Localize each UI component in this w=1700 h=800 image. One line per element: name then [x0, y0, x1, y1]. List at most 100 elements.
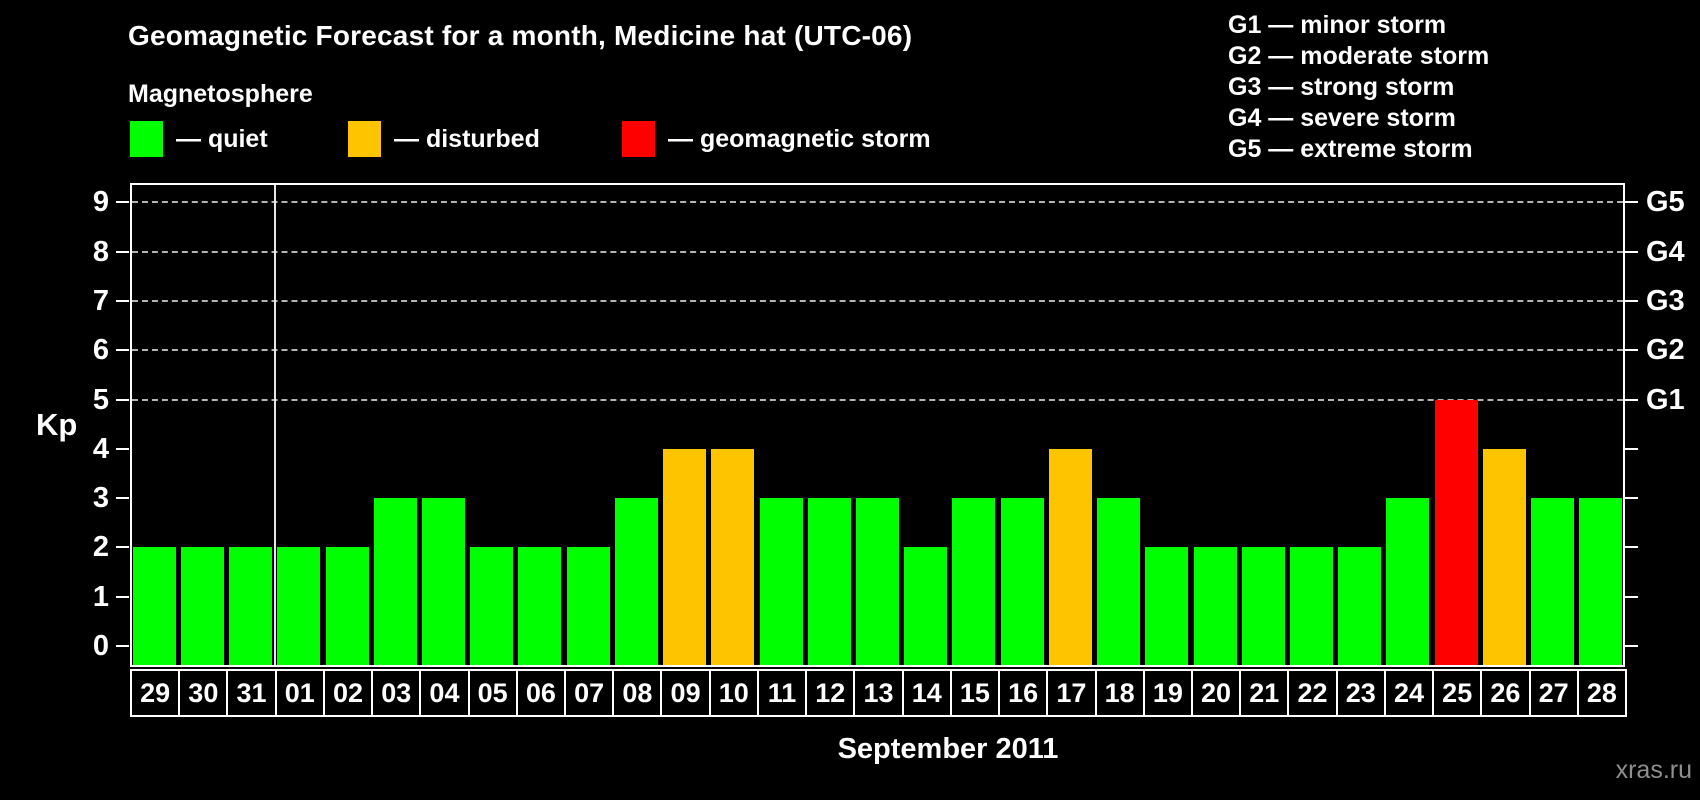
date-cell-24: 24	[1383, 669, 1435, 717]
bar-day-19-kp2	[1145, 547, 1189, 665]
bar-day-03-kp3	[373, 498, 417, 665]
bar-day-26-kp4	[1482, 448, 1526, 665]
y-tick-label-6: 6	[92, 334, 109, 367]
storm-swatch-icon	[622, 121, 655, 157]
y-tick-left-1	[116, 595, 129, 598]
bar-day-17-kp4	[1048, 448, 1092, 665]
bar-day-30-kp2	[180, 547, 224, 665]
month-separator-line	[273, 185, 276, 665]
date-cell-03: 03	[371, 669, 422, 717]
date-cell-13: 13	[853, 669, 904, 717]
y-tick-right-4	[1625, 447, 1638, 450]
y-tick-right-3	[1625, 497, 1638, 500]
date-cell-10: 10	[708, 669, 759, 717]
legend-item-storm: — geomagnetic storm	[622, 120, 931, 158]
y-tick-right-6	[1625, 349, 1638, 352]
magnetosphere-label: Magnetosphere	[128, 80, 313, 108]
y-tick-left-2	[116, 546, 129, 549]
y-tick-right-0	[1625, 645, 1638, 647]
date-cell-04: 04	[419, 669, 470, 717]
bar-day-29-kp2	[132, 547, 176, 665]
date-cell-17: 17	[1046, 669, 1097, 717]
y-tick-right-1	[1625, 595, 1638, 598]
g-legend-g1: G1 — minor storm	[1228, 11, 1447, 39]
y-tick-right-8	[1625, 250, 1638, 253]
legend-item-disturbed: — disturbed	[348, 120, 540, 158]
g-legend-g2: G2 — moderate storm	[1228, 42, 1490, 70]
y-tick-label-2: 2	[92, 531, 109, 564]
y-tick-right-7	[1625, 299, 1638, 302]
bar-day-07-kp2	[566, 547, 610, 665]
date-cell-07: 07	[564, 669, 615, 717]
bar-day-14-kp2	[904, 547, 948, 665]
date-cell-27: 27	[1528, 669, 1579, 717]
g-legend-g4: G4 — severe storm	[1228, 104, 1456, 132]
watermark: xras.ru	[1615, 756, 1692, 784]
g-legend-g5: G5 — extreme storm	[1228, 135, 1473, 163]
date-cell-02: 02	[322, 669, 374, 717]
bar-day-21-kp2	[1241, 547, 1285, 665]
grid-line-kp5	[132, 398, 1623, 401]
date-cell-01: 01	[274, 669, 325, 717]
g-axis-label-G4: G4	[1646, 235, 1685, 268]
date-cell-23: 23	[1335, 669, 1386, 717]
date-cell-22: 22	[1287, 669, 1338, 717]
grid-line-kp7	[132, 299, 1623, 302]
date-cell-28: 28	[1576, 669, 1627, 717]
y-tick-left-5	[116, 398, 129, 401]
date-cell-30: 30	[178, 669, 229, 717]
y-tick-left-9	[116, 201, 129, 204]
bar-day-15-kp3	[952, 498, 996, 665]
y-tick-left-7	[116, 299, 129, 302]
bar-day-13-kp3	[856, 498, 899, 665]
bar-day-31-kp2	[229, 547, 273, 665]
date-cell-26: 26	[1480, 669, 1531, 717]
grid-line-kp6	[132, 349, 1623, 352]
legend-label-storm: — geomagnetic storm	[668, 124, 931, 153]
date-cell-08: 08	[612, 669, 663, 717]
bar-day-04-kp3	[421, 498, 465, 665]
date-cell-15: 15	[949, 669, 1001, 717]
y-tick-label-7: 7	[92, 284, 109, 317]
bar-day-06-kp2	[518, 547, 562, 665]
x-axis-title: September 2011	[837, 733, 1059, 765]
y-tick-label-4: 4	[92, 432, 109, 465]
bar-day-05-kp2	[470, 547, 514, 665]
date-cell-06: 06	[515, 669, 567, 717]
y-tick-right-2	[1625, 546, 1638, 549]
y-tick-left-6	[116, 349, 129, 352]
date-cell-12: 12	[805, 669, 856, 717]
plot-area	[130, 183, 1625, 667]
y-tick-right-5	[1625, 398, 1638, 401]
g-axis-label-G5: G5	[1646, 186, 1685, 219]
y-tick-label-1: 1	[92, 580, 109, 613]
date-cell-25: 25	[1432, 669, 1483, 717]
y-tick-label-3: 3	[92, 482, 109, 515]
bar-day-12-kp3	[807, 498, 851, 665]
grid-line-kp9	[132, 201, 1623, 204]
kp-axis-title: Kp	[36, 407, 78, 442]
date-cell-19: 19	[1142, 669, 1193, 717]
bar-day-25-kp5	[1434, 399, 1478, 665]
bar-day-27-kp3	[1531, 498, 1575, 665]
g-legend-g3: G3 — strong storm	[1228, 73, 1455, 101]
date-cell-29: 29	[130, 669, 181, 717]
date-cell-11: 11	[756, 669, 808, 717]
chart-title: Geomagnetic Forecast for a month, Medici…	[128, 20, 913, 51]
y-tick-label-9: 9	[92, 186, 109, 219]
bar-day-23-kp2	[1338, 547, 1382, 665]
legend-item-quiet: — quiet	[130, 120, 268, 158]
disturbed-swatch-icon	[348, 121, 381, 157]
bar-day-18-kp3	[1097, 498, 1141, 665]
bar-day-08-kp3	[614, 498, 658, 665]
date-cell-21: 21	[1239, 669, 1290, 717]
g-axis-label-G3: G3	[1646, 284, 1685, 317]
date-cell-09: 09	[660, 669, 711, 717]
bar-day-11-kp3	[759, 498, 803, 665]
y-tick-label-8: 8	[92, 235, 109, 268]
bar-day-01-kp2	[277, 547, 321, 665]
y-tick-left-3	[116, 497, 129, 500]
y-tick-left-0	[116, 645, 129, 647]
quiet-swatch-icon	[130, 121, 163, 157]
